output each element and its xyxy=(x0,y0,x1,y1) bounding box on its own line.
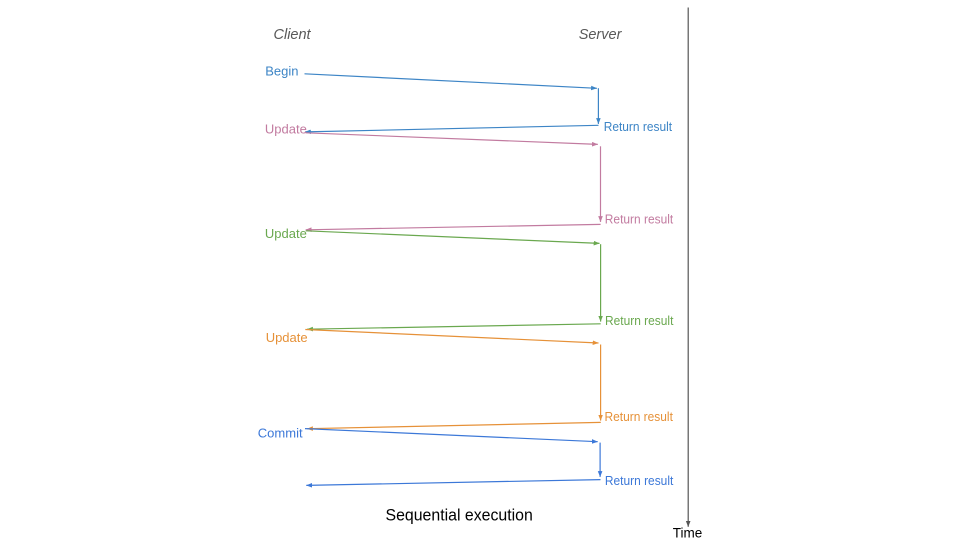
svg-text:Sequential execution: Sequential execution xyxy=(386,505,533,524)
svg-text:Time: Time xyxy=(673,526,703,540)
svg-text:Return result: Return result xyxy=(605,409,674,424)
svg-text:Update: Update xyxy=(265,122,307,137)
svg-text:Server: Server xyxy=(579,27,623,43)
svg-text:Commit: Commit xyxy=(258,426,303,441)
svg-text:Return result: Return result xyxy=(605,473,674,488)
svg-text:Update: Update xyxy=(265,226,307,241)
svg-text:Return result: Return result xyxy=(605,211,674,226)
svg-text:Return result: Return result xyxy=(604,119,673,134)
svg-text:Begin: Begin xyxy=(265,64,298,79)
svg-text:Return result: Return result xyxy=(605,313,674,328)
svg-text:Client: Client xyxy=(274,27,312,43)
svg-text:Update: Update xyxy=(266,330,308,345)
